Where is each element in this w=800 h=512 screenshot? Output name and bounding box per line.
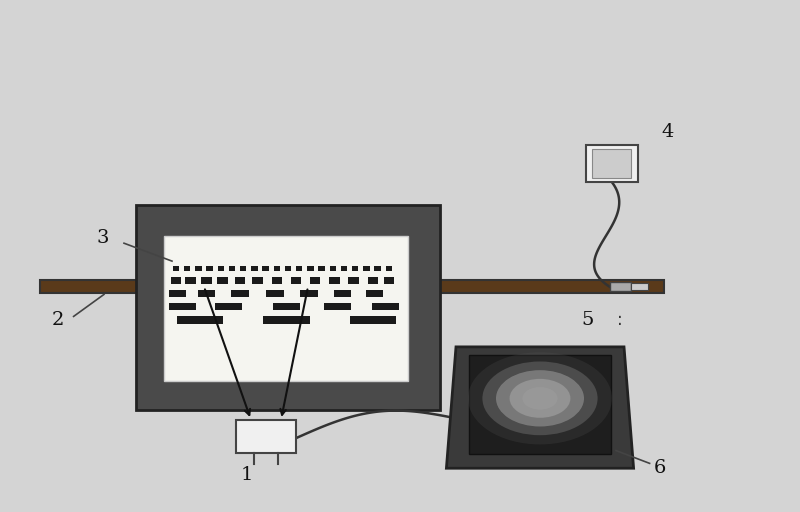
Circle shape xyxy=(510,379,570,418)
Text: 3: 3 xyxy=(96,229,109,247)
Bar xyxy=(363,266,370,271)
Bar xyxy=(136,205,440,410)
Circle shape xyxy=(468,352,612,444)
Bar xyxy=(185,277,195,284)
Bar xyxy=(324,303,351,310)
Bar xyxy=(384,277,394,284)
Bar xyxy=(231,290,249,297)
Bar xyxy=(469,355,611,454)
Bar xyxy=(318,266,325,271)
Bar xyxy=(218,266,224,271)
Bar xyxy=(164,236,408,381)
Bar xyxy=(310,277,321,284)
Bar xyxy=(386,266,392,271)
Bar xyxy=(341,266,347,271)
Text: 1: 1 xyxy=(240,466,253,484)
Circle shape xyxy=(522,387,558,410)
Bar xyxy=(350,316,396,324)
Bar xyxy=(236,420,296,453)
Bar xyxy=(215,303,242,310)
Bar xyxy=(229,266,235,271)
Bar xyxy=(266,290,284,297)
Bar xyxy=(184,266,190,271)
Bar xyxy=(307,266,314,271)
Circle shape xyxy=(496,370,584,426)
Bar xyxy=(352,266,358,271)
Bar xyxy=(274,266,280,271)
Text: 4: 4 xyxy=(662,123,674,141)
Bar xyxy=(169,303,196,310)
Bar xyxy=(198,290,215,297)
Bar xyxy=(291,277,302,284)
Bar xyxy=(171,277,181,284)
Polygon shape xyxy=(446,347,634,468)
Bar xyxy=(630,284,648,290)
Bar xyxy=(202,277,211,284)
Text: 5: 5 xyxy=(582,311,594,329)
Bar xyxy=(586,145,638,182)
Bar xyxy=(271,277,282,284)
Bar xyxy=(253,277,262,284)
Bar xyxy=(40,280,664,293)
Bar xyxy=(273,303,300,310)
Bar xyxy=(235,277,245,284)
Bar xyxy=(330,277,340,284)
Text: :: : xyxy=(617,311,623,329)
Bar xyxy=(330,266,336,271)
Bar xyxy=(366,290,383,297)
Bar xyxy=(251,266,258,271)
Bar xyxy=(195,266,202,271)
Bar xyxy=(169,290,186,297)
Bar xyxy=(300,290,318,297)
Bar xyxy=(177,316,223,324)
Bar xyxy=(285,266,291,271)
Bar xyxy=(592,149,631,178)
Bar xyxy=(296,266,302,271)
Bar xyxy=(374,266,381,271)
Bar xyxy=(206,266,213,271)
Bar xyxy=(240,266,246,271)
Text: 2: 2 xyxy=(51,311,64,329)
Bar xyxy=(372,303,399,310)
Bar xyxy=(218,277,228,284)
Bar xyxy=(262,266,269,271)
Bar xyxy=(368,277,378,284)
Bar xyxy=(263,316,310,324)
Bar xyxy=(349,277,358,284)
Circle shape xyxy=(482,361,598,435)
Bar xyxy=(173,266,179,271)
Text: 6: 6 xyxy=(654,459,666,478)
Bar xyxy=(610,282,630,291)
Bar xyxy=(334,290,351,297)
